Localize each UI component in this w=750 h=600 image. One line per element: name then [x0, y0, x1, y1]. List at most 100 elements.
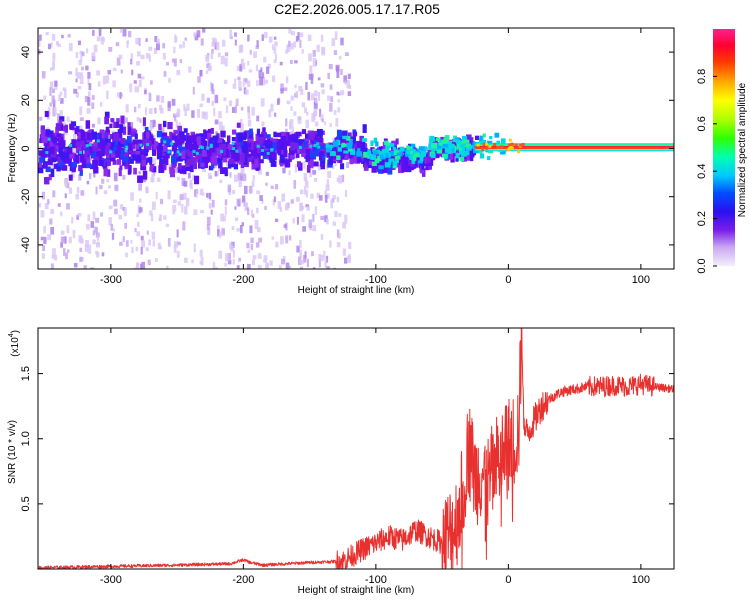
spectrogram-cell	[88, 143, 92, 147]
spectrogram-cell	[69, 152, 75, 159]
spectrogram-cell	[140, 76, 145, 80]
spectrogram-cell	[116, 118, 120, 123]
spectrogram-cell	[224, 262, 227, 267]
spectrogram-cell	[154, 107, 157, 114]
spectrogram-cell	[48, 107, 51, 117]
spectrogram-cell	[195, 190, 198, 198]
spectrogram-cell	[459, 156, 465, 161]
spectrogram-cell	[182, 192, 187, 200]
spectrogram-cell	[279, 141, 284, 146]
spectrogram-marks	[38, 28, 674, 269]
spectrogram-cell	[191, 259, 194, 264]
spectrogram-cell	[124, 151, 129, 157]
spectrogram-cell	[205, 193, 209, 198]
spectrogram-cell	[60, 236, 64, 243]
spectrogram-cell	[286, 136, 290, 144]
spectrogram-cell	[115, 145, 121, 155]
spectrogram-cell	[438, 142, 444, 147]
spectrogram-cell	[153, 141, 159, 150]
spectrogram-cell	[71, 147, 76, 156]
spectrogram-cell	[99, 140, 106, 149]
spectrogram-cell	[184, 257, 188, 264]
spectrogram-cell	[290, 31, 295, 36]
spectrogram-cell	[207, 132, 211, 140]
spectrogram-cell	[321, 130, 325, 135]
spectrogram-cell	[179, 165, 184, 174]
spectrogram-cell	[169, 131, 173, 141]
spectrogram-cell	[149, 166, 154, 172]
spectrogram-cell	[429, 135, 435, 140]
spectrogram-cell	[64, 124, 68, 133]
spectrogram-cell	[193, 151, 197, 157]
spectrogram-cell	[91, 95, 95, 100]
spectrogram-cell	[201, 111, 205, 119]
spectrogram-cell	[83, 265, 87, 269]
spectrogram-cell	[381, 163, 388, 173]
spectrogram-cell	[329, 240, 332, 248]
spectrogram-cell	[151, 231, 156, 240]
spectrogram-cell	[130, 239, 133, 244]
spectrogram-cell	[44, 177, 50, 185]
spectrogram-cell	[146, 142, 150, 146]
spectrogram-cell	[97, 117, 101, 125]
spectrogram-cell	[280, 235, 284, 245]
spectrogram-cell	[412, 155, 417, 161]
spectrogram-cell	[138, 79, 142, 88]
spectrogram-cell	[42, 245, 46, 252]
spectrogram-cell	[221, 39, 226, 47]
spectrogram-cell	[266, 151, 270, 155]
spectrogram-cell	[337, 92, 341, 96]
spectrogram-cell	[318, 253, 321, 260]
spectrogram-cell	[140, 150, 146, 156]
spectrogram-cell	[308, 73, 313, 80]
spectrogram-cell	[227, 144, 234, 150]
spectrogram-cell	[47, 43, 52, 50]
spectrogram-cell	[178, 144, 183, 151]
spectrogram-cell	[193, 32, 198, 37]
spectrogram-cell	[114, 184, 119, 192]
spectrogram-cell	[167, 150, 171, 154]
spectrogram-cell	[125, 117, 128, 123]
spectrogram-cell	[309, 172, 312, 178]
spectrogram-cell	[247, 119, 252, 127]
spectrogram-cell	[370, 154, 376, 160]
spectrogram-cell	[306, 258, 310, 268]
spectrogram-cell	[326, 179, 329, 187]
spectrogram-cell	[220, 55, 225, 65]
spectrogram-cell	[353, 131, 358, 137]
spectrogram-cell	[77, 138, 82, 144]
spectrogram-cell	[210, 127, 214, 134]
spectrogram-cell	[307, 91, 311, 101]
spectrogram-cell	[306, 180, 309, 189]
spectrogram-cell	[321, 118, 324, 123]
spectrogram-cell	[41, 191, 45, 200]
spectrogram-cell	[184, 37, 188, 41]
spectrogram-cell	[422, 157, 428, 164]
spectrogram-cell	[50, 263, 54, 269]
spectrogram-cell	[288, 170, 291, 176]
spectrogram-cell	[509, 146, 513, 150]
spectrogram-cell	[220, 150, 224, 154]
spectrogram-cell	[256, 190, 261, 195]
spectrogram-cell	[296, 216, 299, 225]
spectrogram-cell	[313, 178, 318, 182]
spectrogram-cell	[172, 204, 177, 212]
spectrogram-cell	[295, 144, 299, 149]
spectrogram-cell	[187, 135, 193, 142]
spectrogram-cell	[294, 84, 297, 89]
spectrogram-cell	[100, 145, 105, 153]
spectrogram-cell	[338, 130, 343, 137]
spectrogram-cell	[68, 187, 73, 194]
spectrogram-cell	[137, 221, 140, 227]
spectrogram-cell	[403, 164, 409, 172]
spectrogram-cell	[197, 153, 201, 160]
spectrogram-y-axis-label: Frequency (Hz)	[7, 114, 18, 183]
spectrogram-cell	[236, 265, 240, 269]
spectrogram-cell	[80, 72, 83, 77]
spectrogram-cell	[142, 117, 146, 127]
spectrogram-cell	[260, 98, 265, 107]
spectrogram-cell	[96, 139, 100, 143]
spectrogram-cell	[45, 166, 51, 173]
spectrogram-cell	[213, 107, 216, 117]
spectrogram-cell	[193, 243, 196, 253]
